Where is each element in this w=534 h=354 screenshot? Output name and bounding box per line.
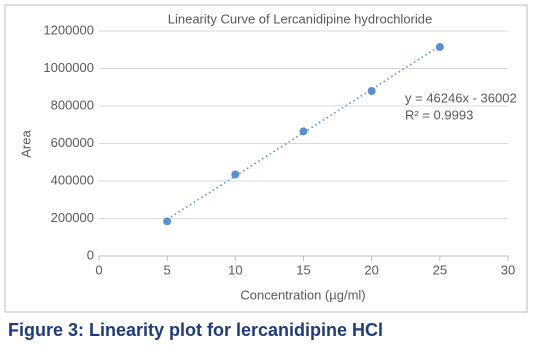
x-tick-label: 30	[501, 262, 515, 277]
y-axis-label: Area	[18, 130, 33, 158]
y-tick-label: 800000	[51, 97, 94, 112]
trendline-r-squared: R² = 0.9993	[405, 107, 473, 122]
x-tick-label: 5	[164, 262, 171, 277]
data-point	[435, 42, 444, 51]
data-point	[163, 217, 172, 226]
x-axis-label: Concentration (µg/ml)	[240, 287, 365, 302]
chart-title: Linearity Curve of Lercanidipine hydroch…	[168, 11, 432, 26]
chart-frame	[4, 4, 528, 313]
y-tick-label: 0	[87, 247, 94, 262]
data-point	[367, 87, 376, 95]
y-tick-label: 200000	[51, 210, 94, 225]
y-tick-label: 600000	[51, 135, 94, 150]
chart: Linearity Curve of Lercanidipine hydroch…	[4, 4, 528, 313]
trendline-equation: y = 46246x - 36002	[405, 90, 517, 105]
y-tick-label: 1200000	[43, 22, 94, 37]
x-tick-label: 25	[433, 262, 447, 277]
figure-caption: Figure 3: Linearity plot for lercanidipi…	[8, 320, 384, 340]
data-point	[231, 170, 240, 179]
x-tick-label: 20	[364, 262, 378, 277]
y-tick-label: 400000	[51, 172, 94, 187]
y-tick-label: 1000000	[43, 60, 94, 75]
x-tick-label: 0	[95, 262, 102, 277]
data-point	[299, 127, 308, 136]
x-tick-label: 10	[228, 262, 242, 277]
x-tick-label: 15	[296, 262, 310, 277]
